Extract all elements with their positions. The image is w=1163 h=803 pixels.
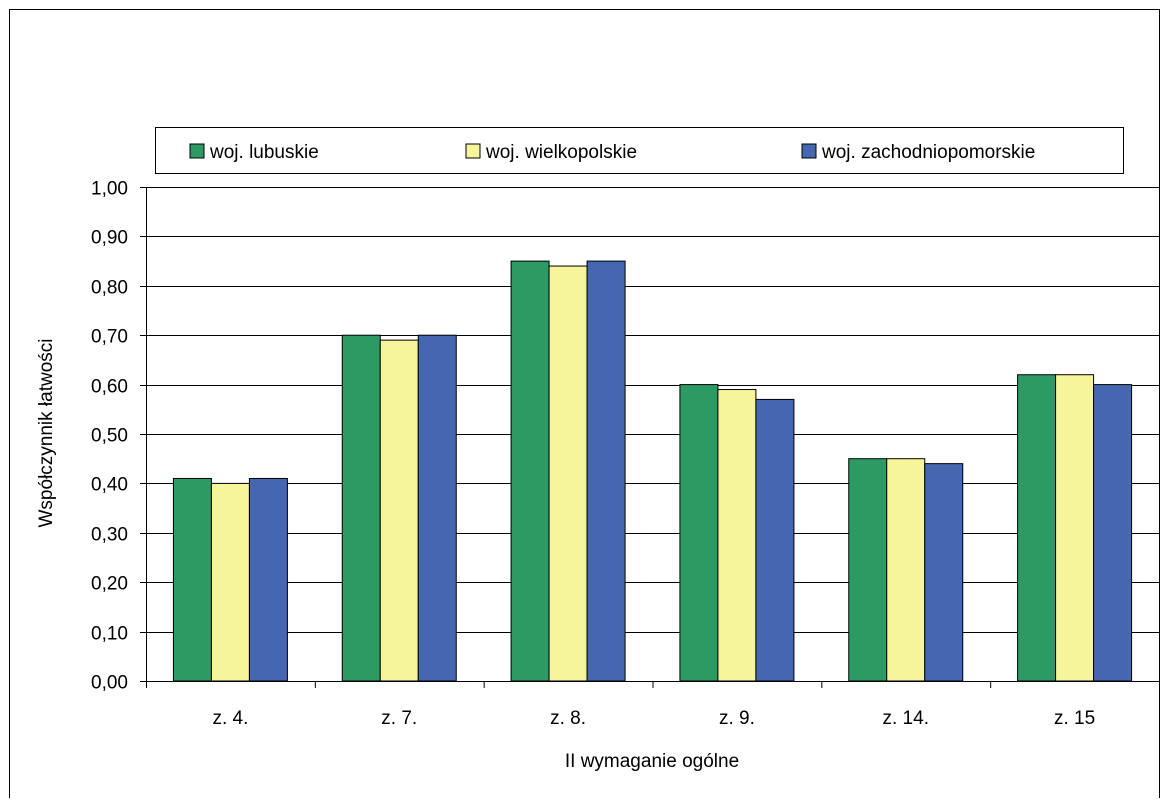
- bar: [510, 260, 550, 682]
- y-tick-label: 0,90: [91, 228, 128, 249]
- bar: [417, 334, 457, 682]
- x-tick-labels: z. 4. z. 7. z. 8. z. 9. z. 14. z. 15: [212, 708, 1095, 729]
- legend-swatch: [465, 143, 481, 159]
- legend-swatch: [801, 143, 817, 159]
- legend-box: [155, 127, 1124, 174]
- bar: [1017, 374, 1057, 682]
- y-tick-labels: 0,00 0,10 0,20 0,30 0,40 0,50 0,60 0,70 0,80 0,90…: [91, 179, 128, 694]
- legend-swatch: [189, 143, 205, 159]
- x-tick-label: z. 15: [1054, 708, 1095, 729]
- y-tick-label: 0,00: [91, 673, 128, 694]
- legend-label: woj. zachodniopomorskie: [821, 142, 1035, 163]
- bar: [548, 265, 588, 682]
- bar: [586, 260, 626, 682]
- y-axis-label: Współczynnik łatwości: [36, 339, 57, 528]
- bar: [379, 339, 419, 682]
- y-tick-label: 0,60: [91, 377, 128, 398]
- x-tick-label: z. 8.: [550, 708, 586, 729]
- x-axis-label: II wymaganie ogólne: [565, 751, 739, 772]
- x-tick-label: z. 7.: [381, 708, 417, 729]
- y-tick-label: 0,80: [91, 278, 128, 299]
- y-tick-label: 0,20: [91, 574, 128, 595]
- x-tick-label: z. 14.: [883, 708, 929, 729]
- bars: [172, 260, 1133, 682]
- y-tick-label: 0,50: [91, 426, 128, 447]
- x-tick-label: z. 9.: [719, 708, 755, 729]
- gridlines: [146, 187, 1159, 633]
- bar: [848, 458, 888, 682]
- bar: [210, 482, 250, 682]
- y-tick-label: 0,30: [91, 525, 128, 546]
- bar: [172, 477, 212, 682]
- bar: [886, 458, 926, 682]
- legend-label: woj. lubuskie: [209, 142, 319, 163]
- bar: [924, 463, 964, 682]
- y-tick-label: 0,10: [91, 624, 128, 645]
- legend: woj. lubuskie woj. wielkopolskie woj. zach…: [189, 142, 1035, 163]
- bar: [1093, 384, 1133, 682]
- bar: [679, 384, 719, 682]
- bar: [1055, 374, 1095, 682]
- bar: [341, 334, 381, 682]
- legend-label: woj. wielkopolskie: [485, 142, 637, 163]
- bar: [717, 389, 757, 682]
- y-tick-label: 1,00: [91, 179, 128, 200]
- x-tick-label: z. 4.: [212, 708, 248, 729]
- bar: [248, 477, 288, 682]
- axes: [140, 187, 1160, 688]
- y-tick-label: 0,40: [91, 475, 128, 496]
- bar: [755, 398, 795, 682]
- y-tick-label: 0,70: [91, 327, 128, 348]
